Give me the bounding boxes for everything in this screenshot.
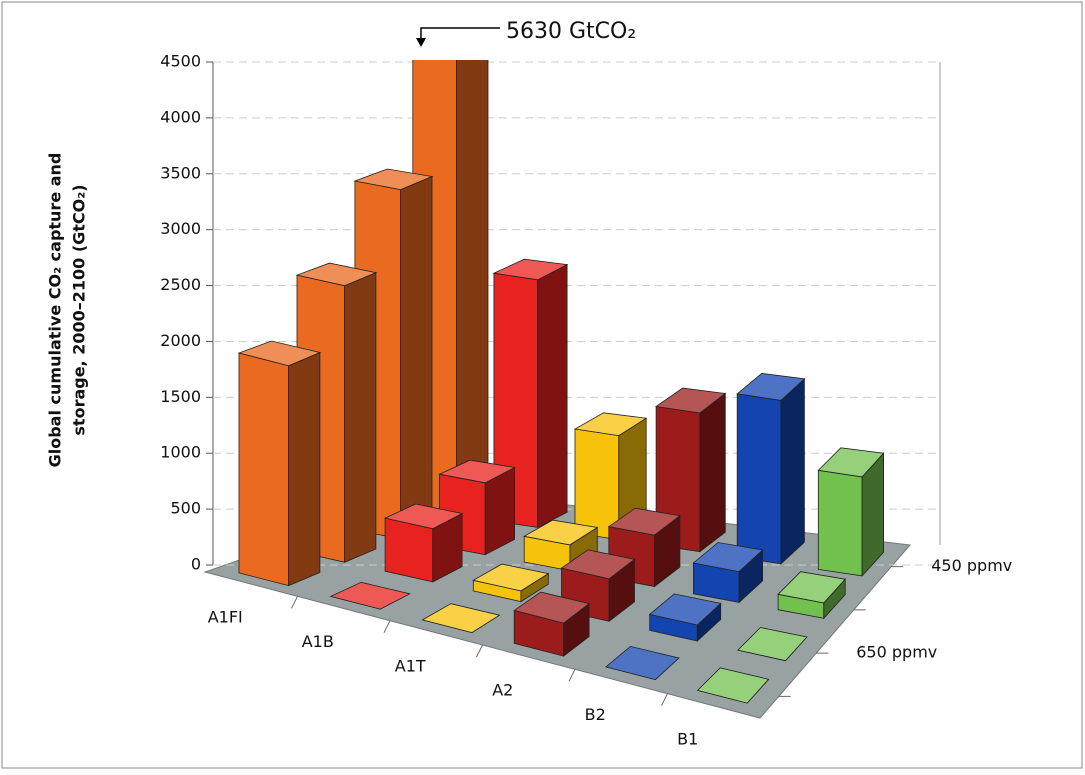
x-tick: [661, 693, 668, 706]
bar-side: [288, 351, 321, 587]
x-tick: [568, 669, 576, 682]
x-tick-label: A2: [492, 681, 513, 700]
bar-front: [574, 428, 620, 541]
x-tick: [476, 644, 483, 658]
bar-top: [607, 507, 681, 536]
bar-top: [438, 459, 516, 484]
y-tick-label: 1000: [160, 443, 201, 462]
y-tick-label: 500: [170, 499, 201, 518]
y-tick-label: 0: [191, 555, 201, 574]
bar-top: [648, 593, 722, 626]
bar-top: [817, 447, 885, 478]
x-tick: [383, 620, 391, 633]
bar-front: [736, 393, 782, 565]
bar-side: [400, 175, 433, 540]
x-tick-label: B2: [585, 705, 606, 724]
bar-top: [737, 627, 808, 662]
y-axis-title-line: storage, 2000–2100 (GtCO₂): [70, 184, 89, 435]
annotation-arrow: [420, 27, 500, 40]
bar-side: [780, 377, 805, 565]
y-tick-label: 4000: [160, 107, 201, 126]
x-tick-label: B1: [677, 729, 698, 748]
bar-side: [344, 271, 377, 563]
bar-top: [421, 603, 501, 634]
bar-top: [513, 591, 591, 624]
bar-side: [537, 263, 568, 529]
bar-top: [560, 549, 636, 580]
bar-top: [573, 412, 648, 437]
bar-top: [295, 262, 378, 287]
y-tick-label: 2000: [160, 331, 201, 350]
depth-label: 650 ppmv: [856, 643, 937, 662]
bar-top: [523, 519, 599, 546]
bar-top: [655, 387, 727, 414]
y-tick-label: 2500: [160, 275, 201, 294]
x-tick-label: A1FI: [208, 608, 243, 627]
bar-top: [383, 503, 464, 530]
bar-top: [237, 340, 322, 367]
bar-side: [456, 60, 489, 516]
y-axis-title: Global cumulative CO₂ capture and storag…: [46, 153, 89, 468]
y-tick-label: 1500: [160, 387, 201, 406]
bar-front: [817, 469, 863, 577]
bar-top: [605, 645, 680, 681]
x-tick-label: A1T: [395, 656, 426, 675]
y-tick-label: 3500: [160, 163, 201, 182]
bar-top: [353, 168, 434, 191]
bar-front: [384, 517, 434, 583]
annotation-arrowhead: [416, 38, 426, 47]
bar-top: [696, 667, 770, 704]
bar-top: [736, 372, 806, 401]
depth-label: 450 ppmv: [931, 556, 1012, 575]
bar-top: [329, 581, 411, 610]
bar-front: [238, 352, 290, 587]
bar-top: [692, 542, 764, 573]
x-tick: [291, 596, 298, 609]
annotation: 5630 GtCO₂: [506, 19, 636, 44]
bar-side: [699, 392, 726, 553]
y-tick-label: 4500: [160, 52, 201, 71]
bars: [237, 60, 885, 704]
bar-top: [492, 258, 569, 281]
bar-top: [777, 571, 846, 604]
bar-top: [472, 563, 550, 592]
y-tick-label: 3000: [160, 219, 201, 238]
x-tick-label: A1B: [302, 632, 334, 651]
y-axis-title-line: Global cumulative CO₂ capture and: [46, 153, 65, 468]
